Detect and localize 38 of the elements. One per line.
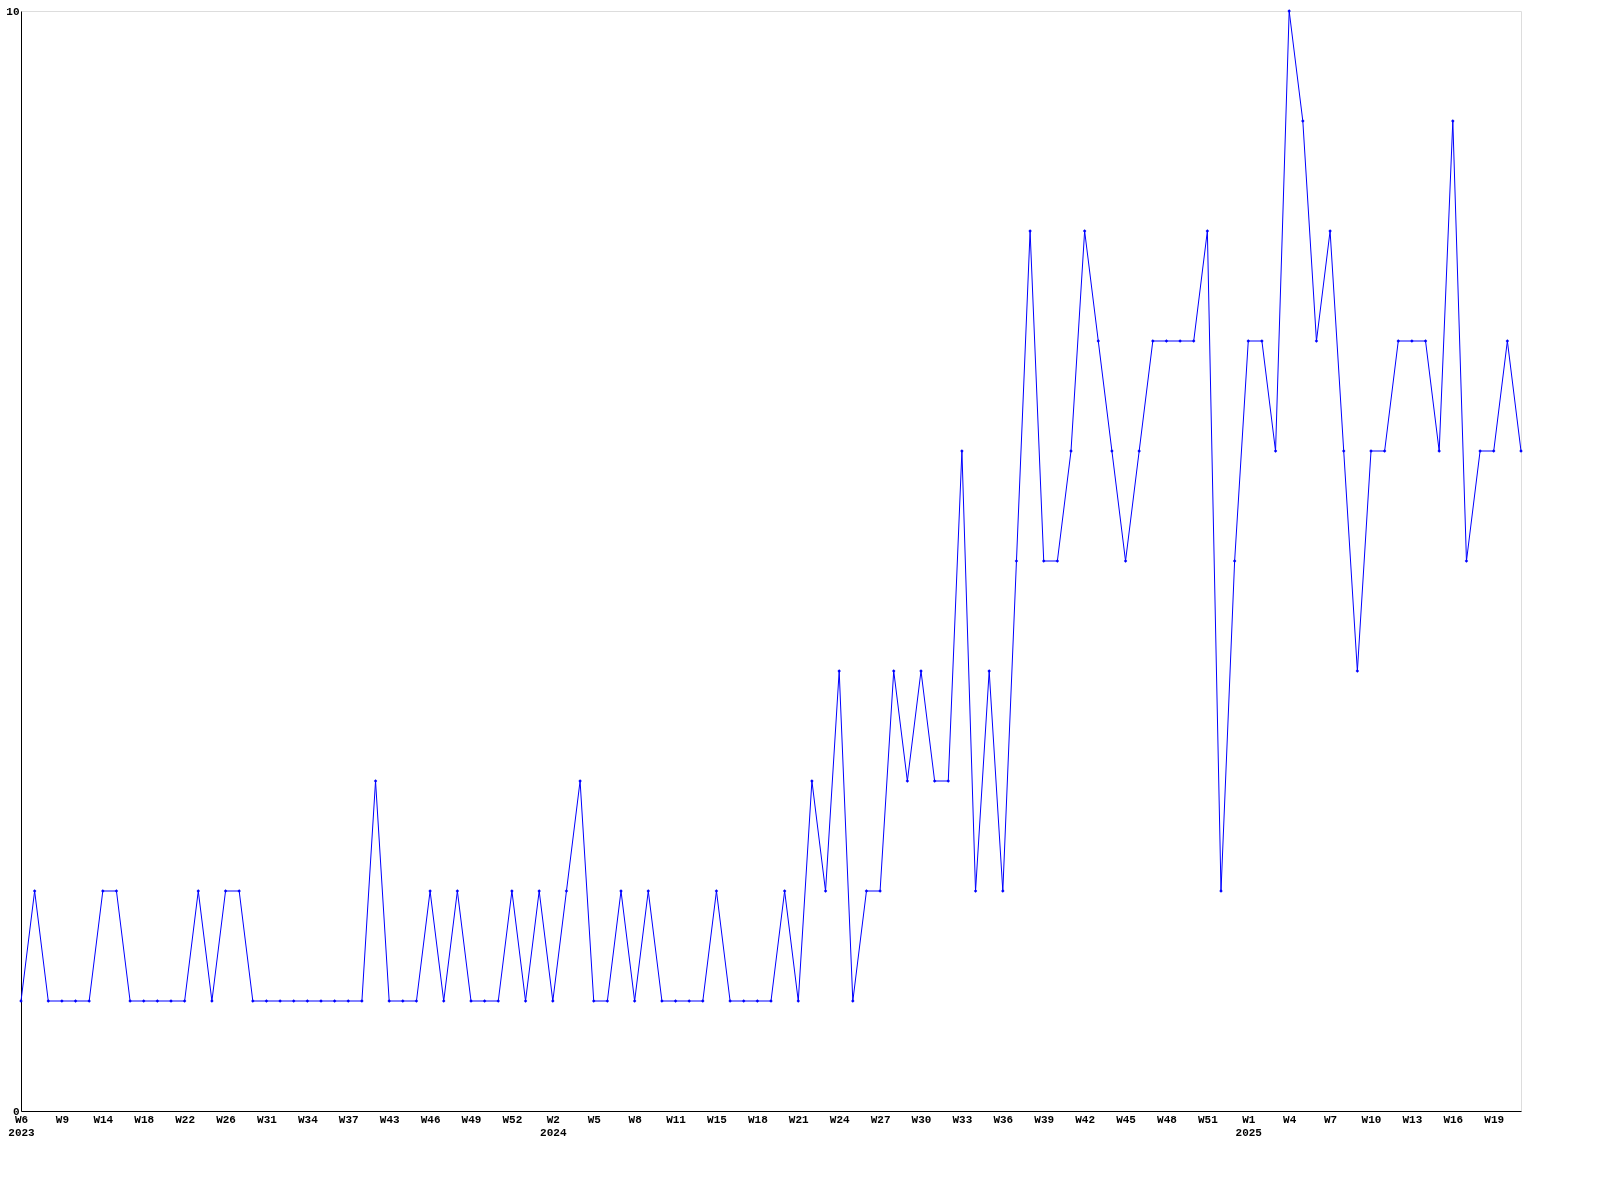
x-tick-label: W19 xyxy=(1484,1113,1505,1126)
x-tick-label: W2 2024 xyxy=(540,1113,567,1139)
x-tick-label: W4 xyxy=(1283,1113,1297,1126)
x-tick-label: W9 xyxy=(55,1113,70,1126)
x-tick-label: W13 xyxy=(1402,1113,1423,1126)
x-tick-label: W43 xyxy=(379,1113,400,1126)
x-tick-label: W51 xyxy=(1197,1113,1219,1126)
x-tick-label: W48 xyxy=(1157,1113,1178,1126)
x-tick-label: W33 xyxy=(952,1113,973,1126)
x-tick-label: W30 xyxy=(911,1113,932,1126)
x-tick-label: W39 xyxy=(1034,1113,1055,1126)
x-tick-label: W11 xyxy=(666,1113,687,1126)
x-tick-label: W18 xyxy=(747,1113,769,1126)
x-tick-label: W14 xyxy=(93,1113,114,1126)
x-tick-label: W31 xyxy=(257,1113,278,1126)
x-tick-label: W16 xyxy=(1443,1113,1464,1126)
x-tick-label: W8 xyxy=(628,1113,643,1126)
x-tick-label: W15 xyxy=(707,1113,728,1126)
x-tick-label: W24 xyxy=(829,1113,850,1126)
x-tick-label: W21 xyxy=(788,1113,810,1126)
x-tick-label: W27 xyxy=(870,1113,891,1126)
x-tick-label: W18 xyxy=(134,1113,155,1126)
x-tick-label: W5 xyxy=(587,1113,602,1126)
y-tick-label: 10 xyxy=(6,5,20,18)
x-tick-label: W7 xyxy=(1323,1113,1338,1126)
x-tick-label: W1 2025 xyxy=(1235,1113,1263,1139)
x-tick-label: W34 xyxy=(297,1113,319,1126)
x-tick-label: W22 xyxy=(175,1113,196,1126)
x-tick-label: W36 xyxy=(993,1113,1014,1126)
x-tick-label: W26 xyxy=(216,1113,236,1126)
x-tick-label: W37 xyxy=(338,1113,359,1126)
x-tick-label: W42 xyxy=(1075,1113,1096,1126)
x-tick-label: W45 xyxy=(1116,1113,1137,1126)
x-tick-label: W49 xyxy=(461,1113,482,1126)
x-tick-label: W6 2023 xyxy=(8,1113,36,1139)
x-tick-label: W46 xyxy=(420,1113,441,1126)
x-tick-label: W52 xyxy=(502,1113,523,1126)
x-tick-label: W10 xyxy=(1361,1113,1382,1126)
